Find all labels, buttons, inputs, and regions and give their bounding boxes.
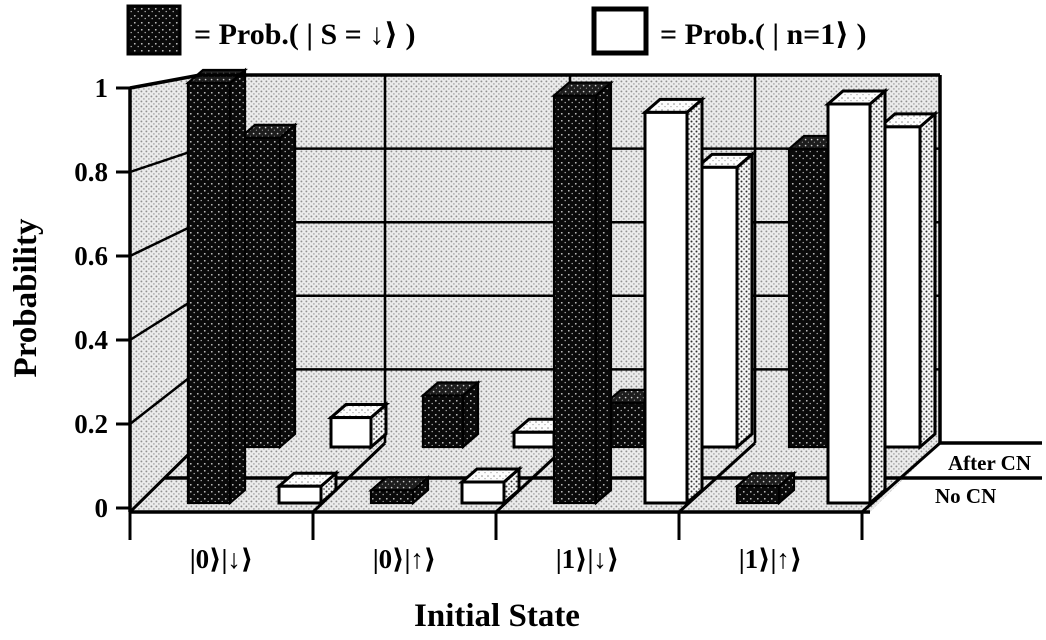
bar-side-face	[868, 87, 887, 507]
row-label-no-cn: No CN	[935, 484, 996, 508]
legend	[126, 4, 649, 56]
top-frame	[129, 73, 940, 90]
bar-side-face	[735, 151, 754, 451]
bar-no-cn-white-cat2	[640, 96, 707, 507]
x-category-label: |0⟩|↑⟩	[373, 544, 437, 574]
bar-front-face	[735, 485, 781, 505]
bar-front-face	[643, 110, 689, 505]
bar-no-cn-white-cat3	[823, 87, 890, 507]
bar-front-face	[238, 136, 282, 449]
bar-front-face	[787, 147, 831, 449]
row-label-after-cn: After CN	[948, 451, 1031, 475]
bar-front-face	[460, 480, 506, 505]
bar-front-face	[186, 81, 232, 505]
bar-no-cn-dark-hatched-cat2	[551, 80, 614, 506]
bar-front-face	[552, 94, 598, 505]
y-tick-label: 0.6	[74, 241, 108, 271]
bar-front-face	[277, 484, 323, 505]
bar-side-face	[228, 67, 247, 506]
x-category-label: |1⟩|↑⟩	[739, 544, 803, 574]
bar-front-face	[695, 165, 739, 449]
bar-side-face	[594, 80, 613, 506]
bar-front-face	[604, 401, 648, 449]
y-tick-label: 1	[95, 73, 109, 103]
bar-side-face	[278, 122, 297, 450]
y-tick-label: 0.4	[74, 325, 108, 355]
bar-front-face	[369, 489, 415, 505]
left-wall	[130, 75, 200, 512]
legend-label-spin: = Prob.( | S = ↓⟩ )	[194, 18, 415, 51]
y-axis-title: Probability	[8, 218, 44, 377]
bar-after-cn-white-cat2	[692, 151, 757, 451]
x-category-label: |1⟩|↓⟩	[556, 544, 620, 574]
bar-side-face	[918, 110, 937, 451]
y-tick-label: 0.8	[74, 157, 108, 187]
bar-front-face	[421, 394, 465, 449]
bar-no-cn-white-cat1	[457, 465, 524, 507]
legend-swatch-white	[591, 6, 649, 56]
bar-no-cn-dark-hatched-cat3	[734, 470, 797, 506]
bar-after-cn-white-cat0	[326, 401, 391, 451]
bar-after-cn-dark-hatched-cat0	[237, 122, 298, 450]
bar-after-cn-dark-hatched-cat1	[420, 380, 481, 450]
bar-no-cn-white-cat0	[274, 469, 341, 507]
bar-side-face	[685, 96, 704, 507]
y-tick-label: 0.2	[74, 409, 108, 439]
y-tick-label: 0	[95, 493, 109, 523]
bar-front-face	[512, 430, 556, 449]
bar-front-face	[878, 125, 922, 449]
legend-label-motion: = Prob.( | n=1⟩ )	[660, 18, 866, 51]
bar-front-face	[826, 102, 872, 505]
bar-no-cn-dark-hatched-cat1	[368, 474, 431, 506]
x-axis-title: Initial State	[414, 598, 580, 634]
bar-front-face	[329, 416, 373, 449]
bar-no-cn-dark-hatched-cat0	[185, 67, 248, 506]
x-category-label: |0⟩|↓⟩	[190, 544, 254, 574]
bar-after-cn-white-cat3	[875, 110, 940, 451]
legend-swatch-dark	[126, 4, 182, 56]
